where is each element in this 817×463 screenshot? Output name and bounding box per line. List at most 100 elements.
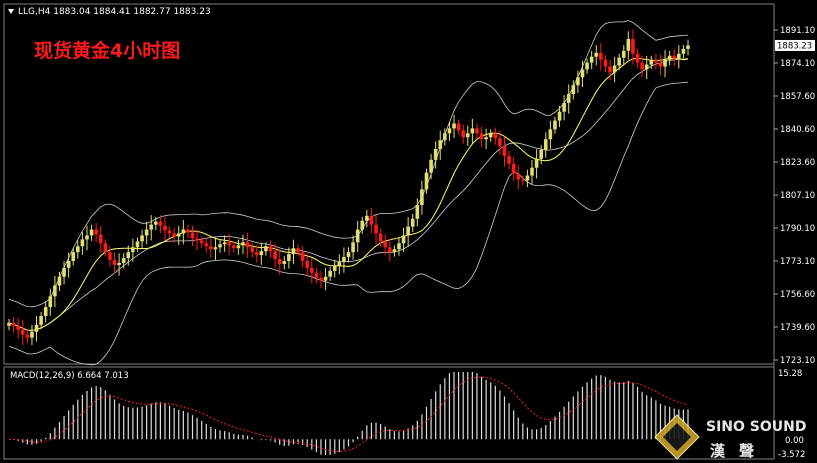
candle-body — [20, 329, 25, 335]
candle-body — [264, 246, 268, 252]
price-tick-label: 1739.60 — [780, 323, 815, 333]
candle-body — [585, 62, 589, 70]
candle-body — [163, 225, 167, 231]
candle-body — [268, 246, 273, 252]
candle-body — [667, 55, 672, 60]
candle-body — [89, 229, 94, 236]
candle-body — [401, 235, 406, 244]
ma-line — [8, 57, 689, 331]
price-tick-label: 1756.60 — [780, 290, 815, 300]
dropdown-arrow-icon[interactable] — [8, 9, 14, 14]
candle-body — [332, 265, 337, 271]
candle-body — [39, 316, 43, 325]
candle-body — [470, 128, 475, 134]
candle-body — [576, 77, 580, 86]
price-tick-label: 1891.10 — [780, 26, 815, 36]
candle-body — [7, 322, 11, 326]
candle-body — [392, 249, 397, 253]
candle-body — [635, 53, 640, 63]
candle-body — [117, 262, 121, 265]
candle-body — [76, 246, 80, 253]
candle-body — [663, 59, 667, 67]
candle-body — [443, 133, 447, 141]
current-price-marker: 1883.23 — [775, 39, 815, 51]
bollinger-middle — [8, 58, 689, 331]
candle-body — [85, 235, 89, 240]
candle-body — [502, 146, 507, 156]
candle-body — [232, 245, 236, 249]
macd-signal-line — [8, 376, 689, 453]
candle-body — [530, 167, 534, 176]
candle-body — [566, 94, 571, 103]
candle-body — [539, 150, 543, 159]
candle-body — [94, 229, 98, 235]
candle-body — [488, 133, 493, 138]
candle-body — [686, 45, 690, 49]
candle-body — [355, 229, 360, 243]
watermark-brand-en: SINO SOUND — [706, 419, 806, 435]
candle-body — [241, 242, 245, 246]
chart-title: 现货黄金4小时图 — [34, 39, 180, 62]
candle-body — [135, 241, 140, 248]
sino-sound-watermark: SINO SOUND 漢聲 — [654, 414, 806, 460]
candle-body — [186, 229, 190, 233]
candle-body — [658, 62, 663, 67]
candle-body — [654, 59, 658, 63]
candle-body — [484, 137, 488, 140]
candle-body — [415, 205, 420, 219]
candle-body — [131, 247, 135, 253]
candle-body — [346, 252, 351, 258]
candle-body — [254, 252, 259, 256]
candle-body — [589, 56, 594, 63]
candle-body — [140, 235, 144, 242]
candle-body — [149, 224, 154, 230]
candle-body — [553, 120, 557, 130]
candle-body — [548, 129, 553, 140]
candle-body — [525, 175, 530, 181]
candle-body — [677, 53, 681, 59]
candle-body — [126, 252, 131, 259]
candle-body — [447, 128, 452, 134]
candle-body — [342, 257, 346, 262]
candle-body — [438, 140, 443, 150]
candle-body — [236, 245, 241, 249]
candle-body — [144, 229, 149, 236]
candle-body — [305, 261, 310, 268]
candle-body — [16, 325, 20, 330]
candle-body — [644, 64, 649, 70]
price-tick-label: 1823.60 — [780, 158, 815, 168]
candle-body — [608, 66, 612, 73]
bollinger-upper — [8, 20, 689, 308]
candle-body — [291, 248, 296, 255]
candle-body — [621, 50, 626, 58]
symbol-info: LLG,H4 1883.04 1884.41 1882.77 1883.23 — [18, 7, 211, 17]
candle-body — [351, 242, 355, 253]
candle-body — [493, 133, 498, 139]
bollinger-lower — [8, 81, 689, 366]
candle-body — [282, 261, 287, 264]
candle-body — [649, 59, 654, 65]
price-tick-label: 1840.60 — [780, 125, 815, 135]
candle-body — [433, 149, 438, 160]
candle-body — [672, 55, 677, 59]
macd-tick-top: 15.28 — [778, 369, 802, 379]
candlesticks — [7, 29, 690, 346]
candle-body — [287, 254, 291, 261]
candle-body — [80, 239, 85, 247]
candle-body — [571, 85, 576, 95]
candle-body — [612, 65, 617, 73]
candle-body — [631, 39, 635, 54]
candle-body — [465, 133, 470, 138]
candle-body — [456, 123, 461, 131]
candle-body — [48, 296, 53, 308]
candle-body — [599, 52, 603, 60]
candle-body — [195, 238, 199, 241]
candle-body — [112, 260, 117, 265]
candle-body — [296, 248, 300, 253]
candle-body — [277, 259, 282, 264]
candle-body — [640, 62, 644, 70]
candle-body — [369, 215, 374, 225]
candle-body — [34, 324, 39, 332]
candle-body — [452, 123, 456, 129]
